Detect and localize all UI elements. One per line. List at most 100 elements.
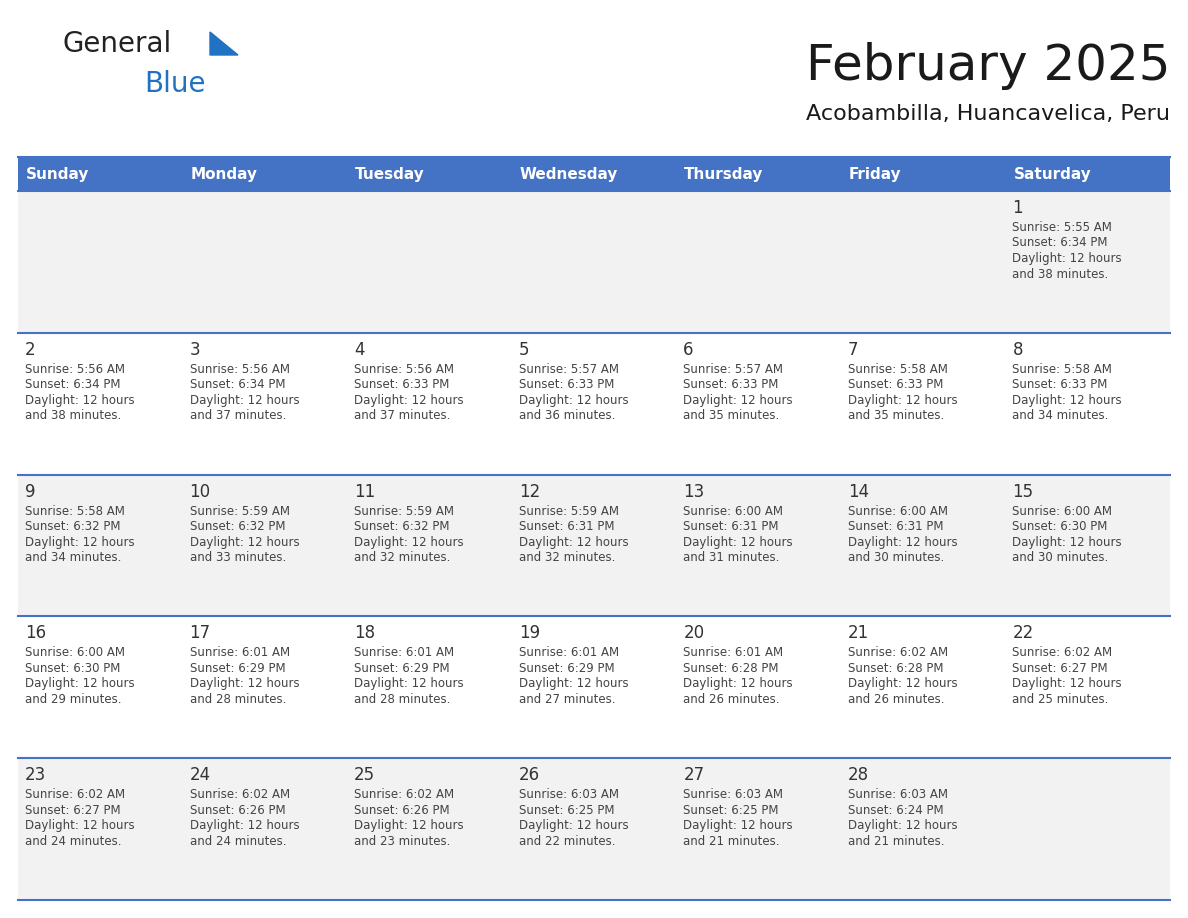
Text: and 26 minutes.: and 26 minutes.: [848, 693, 944, 706]
Text: Daylight: 12 hours: Daylight: 12 hours: [25, 677, 134, 690]
Text: Sunrise: 6:00 AM: Sunrise: 6:00 AM: [848, 505, 948, 518]
Text: 3: 3: [190, 341, 201, 359]
Text: and 24 minutes.: and 24 minutes.: [25, 834, 121, 847]
Text: Sunset: 6:29 PM: Sunset: 6:29 PM: [519, 662, 614, 675]
Text: Sunrise: 5:56 AM: Sunrise: 5:56 AM: [354, 363, 454, 375]
Text: Sunset: 6:33 PM: Sunset: 6:33 PM: [354, 378, 449, 391]
Bar: [183, 333, 347, 475]
Text: 14: 14: [848, 483, 868, 500]
Text: Sunset: 6:31 PM: Sunset: 6:31 PM: [848, 521, 943, 533]
Text: Sunset: 6:33 PM: Sunset: 6:33 PM: [848, 378, 943, 391]
Bar: [18, 191, 183, 333]
Text: Sunset: 6:30 PM: Sunset: 6:30 PM: [25, 662, 120, 675]
Text: 18: 18: [354, 624, 375, 643]
Text: Daylight: 12 hours: Daylight: 12 hours: [190, 819, 299, 833]
Text: 5: 5: [519, 341, 529, 359]
Text: Sunrise: 5:59 AM: Sunrise: 5:59 AM: [354, 505, 454, 518]
Text: Daylight: 12 hours: Daylight: 12 hours: [354, 677, 463, 690]
Text: Sunset: 6:30 PM: Sunset: 6:30 PM: [1012, 521, 1107, 533]
Text: Sunset: 6:28 PM: Sunset: 6:28 PM: [848, 662, 943, 675]
Text: 21: 21: [848, 624, 870, 643]
Text: Sunrise: 6:03 AM: Sunrise: 6:03 AM: [519, 789, 619, 801]
Text: 11: 11: [354, 483, 375, 500]
Bar: [841, 475, 1005, 616]
Bar: [676, 475, 841, 616]
Text: 7: 7: [848, 341, 859, 359]
Text: 10: 10: [190, 483, 210, 500]
Text: 8: 8: [1012, 341, 1023, 359]
Text: and 34 minutes.: and 34 minutes.: [25, 551, 121, 564]
Text: Daylight: 12 hours: Daylight: 12 hours: [519, 535, 628, 549]
Text: Sunset: 6:27 PM: Sunset: 6:27 PM: [25, 803, 121, 817]
Text: Sunset: 6:28 PM: Sunset: 6:28 PM: [683, 662, 779, 675]
Text: and 38 minutes.: and 38 minutes.: [1012, 267, 1108, 281]
Bar: [183, 616, 347, 758]
Text: 23: 23: [25, 767, 46, 784]
Text: Sunset: 6:33 PM: Sunset: 6:33 PM: [519, 378, 614, 391]
Text: Daylight: 12 hours: Daylight: 12 hours: [25, 394, 134, 407]
Bar: [347, 616, 512, 758]
Bar: [347, 191, 512, 333]
Text: Sunset: 6:25 PM: Sunset: 6:25 PM: [683, 803, 779, 817]
Text: and 29 minutes.: and 29 minutes.: [25, 693, 121, 706]
Text: 27: 27: [683, 767, 704, 784]
Text: Sunrise: 6:03 AM: Sunrise: 6:03 AM: [683, 789, 783, 801]
Text: Sunrise: 6:02 AM: Sunrise: 6:02 AM: [354, 789, 454, 801]
Text: Daylight: 12 hours: Daylight: 12 hours: [25, 819, 134, 833]
Bar: [18, 157, 1170, 191]
Text: Sunset: 6:34 PM: Sunset: 6:34 PM: [1012, 237, 1108, 250]
Bar: [676, 333, 841, 475]
Bar: [676, 758, 841, 900]
Bar: [183, 191, 347, 333]
Text: Sunset: 6:29 PM: Sunset: 6:29 PM: [354, 662, 450, 675]
Bar: [18, 475, 183, 616]
Text: and 31 minutes.: and 31 minutes.: [683, 551, 779, 564]
Bar: [18, 333, 183, 475]
Text: Tuesday: Tuesday: [355, 166, 425, 182]
Text: Sunset: 6:33 PM: Sunset: 6:33 PM: [683, 378, 778, 391]
Text: and 28 minutes.: and 28 minutes.: [190, 693, 286, 706]
Text: Sunset: 6:33 PM: Sunset: 6:33 PM: [1012, 378, 1107, 391]
Text: February 2025: February 2025: [805, 42, 1170, 90]
Text: Daylight: 12 hours: Daylight: 12 hours: [519, 819, 628, 833]
Text: and 30 minutes.: and 30 minutes.: [848, 551, 944, 564]
Text: 16: 16: [25, 624, 46, 643]
Text: and 26 minutes.: and 26 minutes.: [683, 693, 779, 706]
Text: Daylight: 12 hours: Daylight: 12 hours: [519, 677, 628, 690]
Text: Sunrise: 5:58 AM: Sunrise: 5:58 AM: [848, 363, 948, 375]
Bar: [1005, 616, 1170, 758]
Bar: [841, 758, 1005, 900]
Text: Sunrise: 5:59 AM: Sunrise: 5:59 AM: [519, 505, 619, 518]
Text: 25: 25: [354, 767, 375, 784]
Text: Sunrise: 5:57 AM: Sunrise: 5:57 AM: [519, 363, 619, 375]
Text: Sunrise: 5:58 AM: Sunrise: 5:58 AM: [1012, 363, 1112, 375]
Text: Thursday: Thursday: [684, 166, 764, 182]
Text: Sunrise: 6:02 AM: Sunrise: 6:02 AM: [848, 646, 948, 659]
Text: Sunday: Sunday: [26, 166, 89, 182]
Text: and 21 minutes.: and 21 minutes.: [683, 834, 779, 847]
Text: Saturday: Saturday: [1013, 166, 1092, 182]
Text: and 25 minutes.: and 25 minutes.: [1012, 693, 1108, 706]
Text: Sunrise: 5:57 AM: Sunrise: 5:57 AM: [683, 363, 783, 375]
Text: 1: 1: [1012, 199, 1023, 217]
Text: Daylight: 12 hours: Daylight: 12 hours: [683, 535, 792, 549]
Text: and 30 minutes.: and 30 minutes.: [1012, 551, 1108, 564]
Polygon shape: [210, 32, 238, 55]
Bar: [512, 333, 676, 475]
Text: Sunrise: 6:02 AM: Sunrise: 6:02 AM: [1012, 646, 1112, 659]
Text: 2: 2: [25, 341, 36, 359]
Text: Sunset: 6:29 PM: Sunset: 6:29 PM: [190, 662, 285, 675]
Text: Sunset: 6:34 PM: Sunset: 6:34 PM: [190, 378, 285, 391]
Text: 4: 4: [354, 341, 365, 359]
Text: and 36 minutes.: and 36 minutes.: [519, 409, 615, 422]
Text: Sunrise: 5:58 AM: Sunrise: 5:58 AM: [25, 505, 125, 518]
Bar: [512, 616, 676, 758]
Text: Monday: Monday: [190, 166, 258, 182]
Text: Daylight: 12 hours: Daylight: 12 hours: [354, 535, 463, 549]
Text: Sunrise: 6:00 AM: Sunrise: 6:00 AM: [683, 505, 783, 518]
Text: and 32 minutes.: and 32 minutes.: [519, 551, 615, 564]
Text: and 38 minutes.: and 38 minutes.: [25, 409, 121, 422]
Text: 17: 17: [190, 624, 210, 643]
Text: Sunset: 6:31 PM: Sunset: 6:31 PM: [519, 521, 614, 533]
Text: 24: 24: [190, 767, 210, 784]
